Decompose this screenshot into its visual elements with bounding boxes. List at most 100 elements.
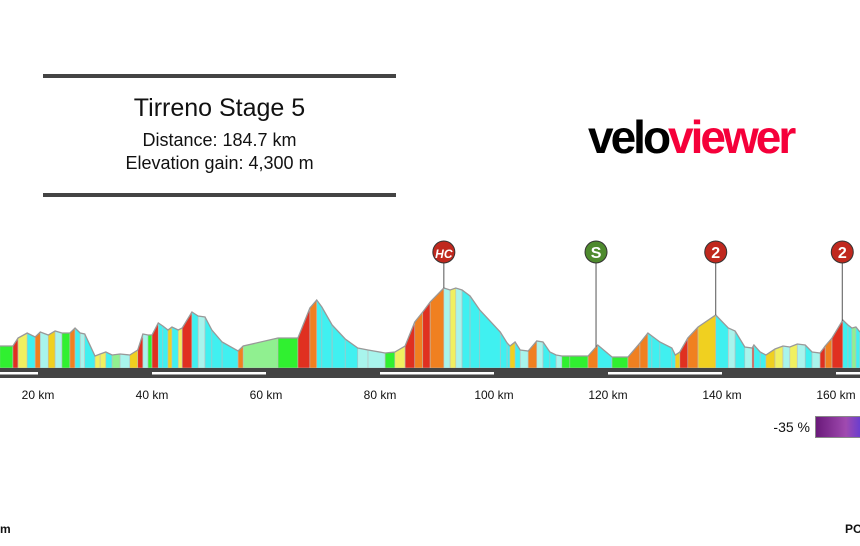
distance-label: Distance: 184.7 km (142, 130, 297, 150)
profile-segment (84, 333, 96, 369)
profile-segment (17, 332, 28, 369)
x-tick-label: 160 km (816, 388, 855, 402)
x-tick-label: 140 km (702, 388, 741, 402)
footer-right-text: PO (845, 522, 860, 536)
profile-segment (727, 327, 736, 369)
footer-left-text: m (0, 522, 11, 536)
profile-segment (119, 353, 131, 369)
profile-segment (0, 345, 14, 369)
profile-segment (774, 345, 784, 369)
profile-segment (157, 322, 164, 369)
title-rule-bottom (43, 193, 396, 197)
profile-segment (404, 321, 416, 369)
climb-category-badge (704, 240, 728, 264)
profile-segment (697, 314, 717, 369)
logo-viewer: viewer (668, 111, 796, 163)
profile-segment (99, 351, 107, 369)
profile-segment (54, 330, 63, 369)
profile-segment (789, 343, 798, 369)
x-tick-label: 40 km (136, 388, 169, 402)
profile-segment (297, 307, 311, 369)
distance-band (380, 372, 494, 375)
climb-category-badge (830, 240, 854, 264)
climb-category-badge (432, 240, 456, 264)
distance-band (836, 372, 860, 375)
profile-segment (647, 332, 653, 369)
profile-segment (197, 315, 206, 369)
title-rule-top (43, 74, 396, 78)
profile-segment (587, 344, 599, 369)
climb-category-label: HC (435, 247, 453, 261)
profile-segment (715, 314, 729, 369)
profile-segment (309, 299, 318, 369)
profile-segment (69, 327, 76, 369)
profile-segment (519, 349, 529, 369)
gradient-legend-bar (815, 416, 860, 438)
profile-segment (851, 326, 857, 369)
profile-outline (0, 287, 860, 358)
distance-band (0, 372, 38, 375)
x-tick-label: 80 km (364, 388, 397, 402)
profile-segment (61, 332, 71, 369)
profile-segment (455, 287, 463, 369)
climb-category-label: 2 (711, 245, 720, 262)
profile-segment (79, 332, 86, 369)
veloviewer-logo: veloviewer (588, 111, 796, 163)
x-tick-label: 100 km (474, 388, 513, 402)
elevation-profile-chart: 20 km 40 km 60 km 80 km 100 km 120 km 140 km 16… (0, 240, 860, 402)
profile-segment (597, 344, 613, 369)
profile-segment (506, 342, 511, 369)
distance-band (608, 372, 722, 375)
profile-segment (74, 327, 81, 369)
profile-segment (47, 330, 56, 369)
profile-segment (137, 333, 144, 369)
profile-segment (449, 287, 457, 369)
climb-category-label: 2 (838, 245, 847, 262)
profile-segment (536, 340, 544, 369)
profile-segment (796, 343, 806, 369)
profile-segment (162, 325, 169, 369)
elevation-gain-label: Elevation gain: 4,300 m (125, 153, 314, 173)
profile-segment (744, 346, 753, 369)
distance-band (152, 372, 266, 375)
profile-segment (811, 351, 821, 369)
profile-segment (479, 309, 501, 369)
profile-segment (167, 326, 173, 369)
profile-segment (277, 337, 299, 369)
profile-segment (171, 326, 179, 369)
profile-segment (142, 333, 149, 369)
profile-segment (569, 355, 589, 369)
stage-title: Tirreno Stage 5 (133, 94, 306, 122)
x-tick-label: 120 km (588, 388, 627, 402)
profile-segment (422, 301, 431, 369)
profile-segment (111, 353, 121, 369)
profile-segment (316, 299, 323, 369)
profile-segment (842, 319, 849, 369)
profile-segment (831, 318, 844, 369)
climb-category-badge (584, 240, 608, 264)
profile-segment (555, 354, 563, 369)
climb-category-label: S (591, 245, 602, 262)
profile-segment (782, 345, 791, 369)
profile-segment (734, 329, 746, 369)
profile-segment (561, 355, 571, 369)
profile-segment (384, 351, 396, 369)
profile-segment (659, 341, 673, 369)
profile-segment (461, 289, 471, 369)
logo-velo: velo (588, 111, 671, 163)
profile-segment (611, 356, 629, 369)
x-tick-label: 60 km (250, 388, 283, 402)
profile-segment (855, 326, 860, 369)
profile-segment (443, 287, 451, 369)
profile-segment (34, 331, 41, 369)
profile-segment (191, 311, 199, 369)
legend-min-label: -35 % (773, 419, 810, 435)
profile-segment (847, 324, 853, 369)
profile-segment (679, 336, 689, 369)
profile-segment (357, 347, 369, 369)
profile-segment (39, 331, 49, 369)
x-tick-label: 20 km (22, 388, 55, 402)
profile-segment (147, 334, 153, 369)
profile-segment (26, 332, 36, 369)
